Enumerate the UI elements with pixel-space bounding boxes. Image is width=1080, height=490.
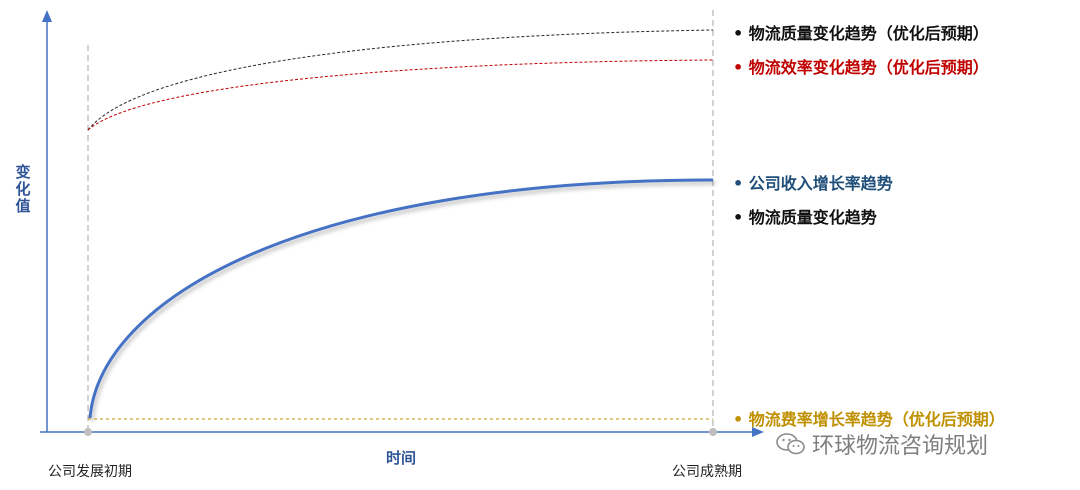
- series-efficiency-optimized: [87, 59, 714, 131]
- legend-efficiency-optimized: • 物流效率变化趋势（优化后预期）: [733, 54, 989, 78]
- watermark: 环球物流咨询规划: [776, 428, 988, 460]
- watermark-text: 环球物流咨询规划: [812, 434, 989, 459]
- x-tick-label-end: 公司成熟期: [672, 464, 742, 480]
- series-revenue-growth: [88, 178, 714, 419]
- legend-bullet: •: [733, 174, 749, 193]
- legend-bullet: •: [733, 58, 749, 77]
- legend-text: 物流质量变化趋势: [748, 208, 877, 227]
- legend-bullet: •: [733, 24, 749, 43]
- end-tick-dot: [709, 428, 717, 436]
- series-quality-optimized: [87, 29, 714, 131]
- x-axis-label: 时间: [386, 449, 417, 467]
- y-axis-arrow: [42, 10, 52, 22]
- x-tick-label-start: 公司发展初期: [48, 464, 132, 480]
- x-axis-arrow: [752, 427, 764, 437]
- legend-quality: • 物流质量变化趋势: [733, 204, 877, 228]
- legend-fee-rate-optimized: • 物流费率增长率趋势（优化后预期）: [733, 406, 1005, 430]
- legend-quality-optimized: • 物流质量变化趋势（优化后预期）: [733, 20, 989, 44]
- start-tick-dot: [84, 428, 92, 436]
- legend-bullet: •: [733, 208, 749, 227]
- legend-revenue-growth: • 公司收入增长率趋势: [733, 170, 893, 194]
- legend-text: 物流费率增长率趋势（优化后预期）: [748, 410, 1005, 429]
- wechat-icon: [776, 433, 806, 455]
- y-axis-label: 变化值: [15, 163, 31, 215]
- legend-bullet: •: [733, 410, 749, 429]
- legend-text: 物流效率变化趋势（优化后预期）: [748, 58, 989, 77]
- legend-text: 公司收入增长率趋势: [748, 174, 893, 193]
- legend-text: 物流质量变化趋势（优化后预期）: [748, 24, 989, 43]
